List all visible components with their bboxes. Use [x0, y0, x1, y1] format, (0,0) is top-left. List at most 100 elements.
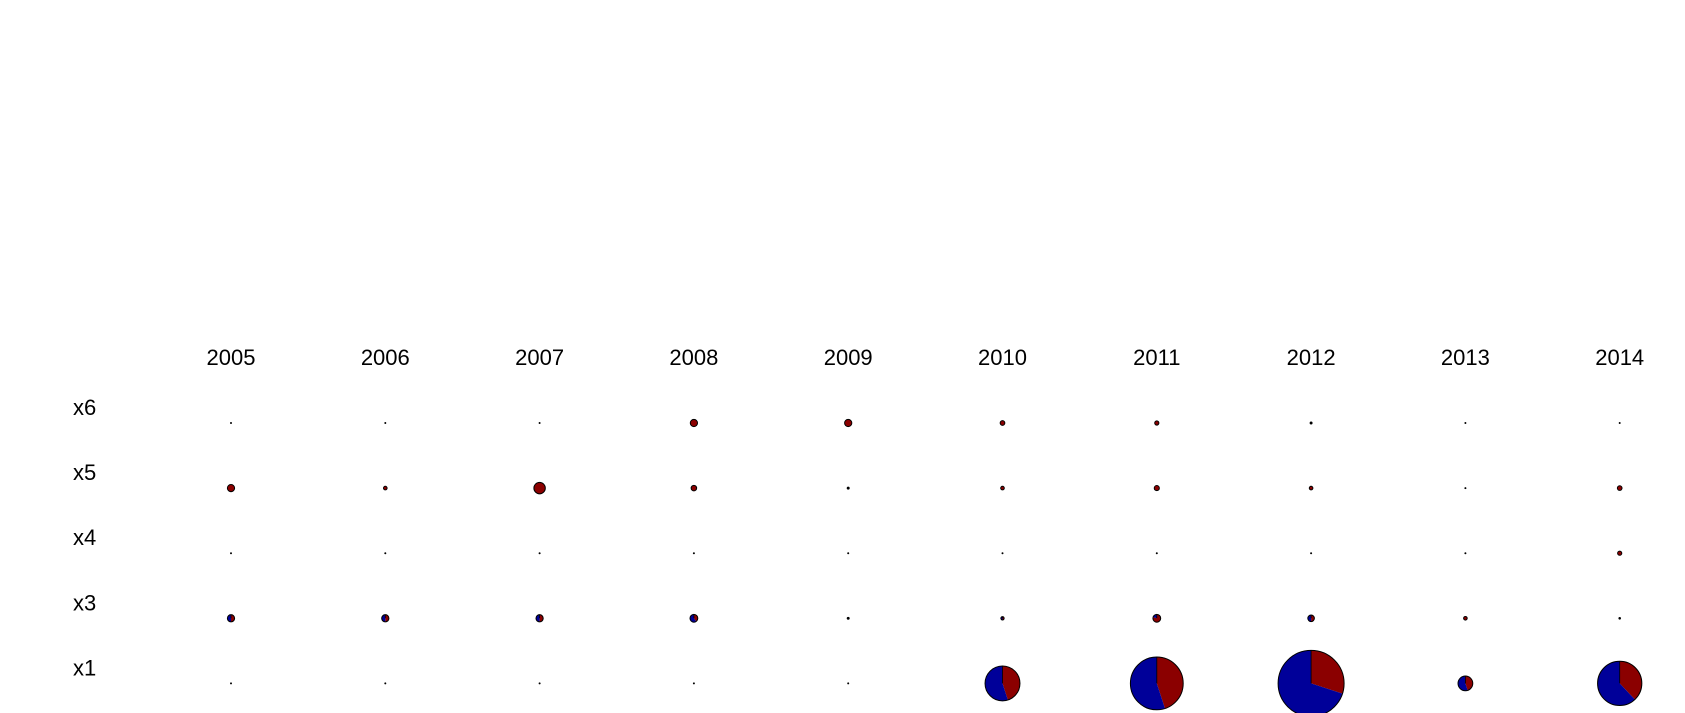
pie-x4-2008 — [692, 552, 695, 555]
pie-wedge-b — [383, 486, 388, 490]
pie-wedge-b — [227, 484, 235, 492]
pie-outline — [1152, 613, 1162, 623]
row-label-x6: x6 — [73, 395, 96, 420]
row-label-x1: x1 — [73, 655, 96, 680]
pie-wedge-b — [691, 485, 697, 491]
column-label-2009: 2009 — [824, 345, 873, 370]
pie-wedge-b — [690, 419, 698, 427]
pie-wedge-b — [1002, 665, 1020, 701]
pie-wedge-b — [231, 614, 235, 622]
pie-x1-2009 — [847, 682, 850, 685]
pie-dot — [1309, 421, 1313, 425]
pie-x1-2008 — [692, 682, 695, 685]
pie-x6-2006 — [384, 422, 387, 424]
row-label-x4: x4 — [73, 525, 96, 550]
pie-dot — [692, 682, 695, 685]
pie-wedge-b — [1152, 614, 1161, 623]
pie-grid — [226, 418, 1643, 713]
pie-outline — [382, 485, 388, 491]
pie-wedge-b — [1463, 616, 1468, 621]
pie-dot — [538, 552, 541, 555]
pie-wedge-b — [1156, 657, 1184, 709]
pie-dot — [1001, 552, 1004, 555]
pie-dot — [384, 552, 387, 555]
pie-outline — [381, 614, 390, 623]
column-label-2006: 2006 — [361, 345, 410, 370]
pie-x4-2014 — [1617, 550, 1623, 556]
pie-x4-2007 — [538, 552, 541, 555]
pie-x5-2009 — [846, 486, 850, 490]
pie-dot — [230, 552, 232, 555]
pie-outline — [999, 420, 1006, 426]
column-label-2005: 2005 — [207, 345, 256, 370]
pie-outline — [689, 418, 699, 428]
pie-wedge-b — [533, 482, 546, 494]
pie-wedge-b — [1000, 486, 1005, 490]
pie-x3-2008 — [689, 613, 699, 623]
pie-x3-2013 — [1463, 615, 1468, 621]
pie-x1-2010 — [984, 665, 1021, 702]
column-labels: 2005 2006 2007 2008 2009 2010 2011 2012 2013 2014 — [207, 345, 1645, 370]
pie-dot — [847, 552, 850, 555]
pie-x5-2008 — [690, 484, 698, 492]
pie-dot — [1464, 552, 1467, 555]
pie-x3-2012 — [1307, 614, 1315, 623]
pie-x4-2011 — [1155, 552, 1158, 555]
pie-x5-2013 — [1464, 487, 1467, 490]
pie-dot — [692, 552, 695, 555]
pie-outline — [1154, 420, 1160, 426]
pie-outline — [1597, 660, 1643, 707]
pie-wedge-b — [844, 419, 852, 427]
pie-dot — [1155, 552, 1158, 555]
pie-wedge-a — [381, 614, 386, 622]
pie-wedge-b — [1619, 661, 1642, 700]
pie-wedge-b — [1309, 486, 1313, 490]
pie-outline — [1129, 656, 1184, 711]
pie-x3-2009 — [846, 616, 850, 620]
pie-x4-2012 — [1310, 552, 1313, 555]
pie-dot — [1618, 617, 1621, 620]
pie-outline — [1457, 675, 1474, 692]
pie-wedge-b — [1465, 676, 1473, 691]
pie-wedge-a — [1153, 614, 1157, 619]
pie-wedge-b — [1617, 551, 1622, 556]
pie-x1-2006 — [384, 682, 387, 685]
pie-outline — [533, 481, 546, 495]
pie-x4-2010 — [1001, 552, 1004, 555]
pie-outline — [1307, 614, 1315, 623]
pie-dot — [846, 616, 850, 620]
pie-dot — [1464, 487, 1467, 490]
column-label-2010: 2010 — [978, 345, 1027, 370]
pie-x1-2007 — [538, 682, 541, 685]
pie-x1-2005 — [230, 682, 232, 685]
pie-dot — [230, 682, 232, 685]
pie-wedge-b — [385, 614, 389, 622]
pie-x6-2013 — [1464, 422, 1467, 424]
pie-wedge-b — [539, 614, 544, 622]
pie-x1-2014 — [1597, 660, 1643, 707]
pie-wedge-b — [1000, 420, 1005, 426]
column-label-2008: 2008 — [669, 345, 718, 370]
pie-x1-2012 — [1277, 649, 1345, 713]
pie-outline — [1277, 649, 1345, 713]
pie-wedge-b — [1617, 485, 1623, 491]
pie-wedge-a — [689, 614, 697, 623]
column-label-2007: 2007 — [515, 345, 564, 370]
pie-x6-2007 — [538, 422, 541, 424]
pie-dot — [1310, 552, 1313, 555]
column-label-2012: 2012 — [1287, 345, 1336, 370]
pie-x6-2005 — [230, 422, 232, 424]
pie-dot — [847, 682, 850, 685]
pie-x1-2011 — [1129, 656, 1184, 711]
pie-outline — [535, 614, 544, 623]
row-label-x5: x5 — [73, 460, 96, 485]
pie-wedge-a — [1278, 650, 1343, 713]
pie-dot — [846, 486, 850, 490]
pie-x6-2008 — [689, 418, 699, 428]
pie-x6-2011 — [1154, 420, 1160, 426]
pie-dot — [538, 682, 541, 685]
pie-x5-2010 — [1000, 485, 1005, 491]
pie-x5-2005 — [226, 483, 236, 493]
pie-outline — [1463, 615, 1468, 621]
pie-x4-2013 — [1464, 552, 1467, 555]
